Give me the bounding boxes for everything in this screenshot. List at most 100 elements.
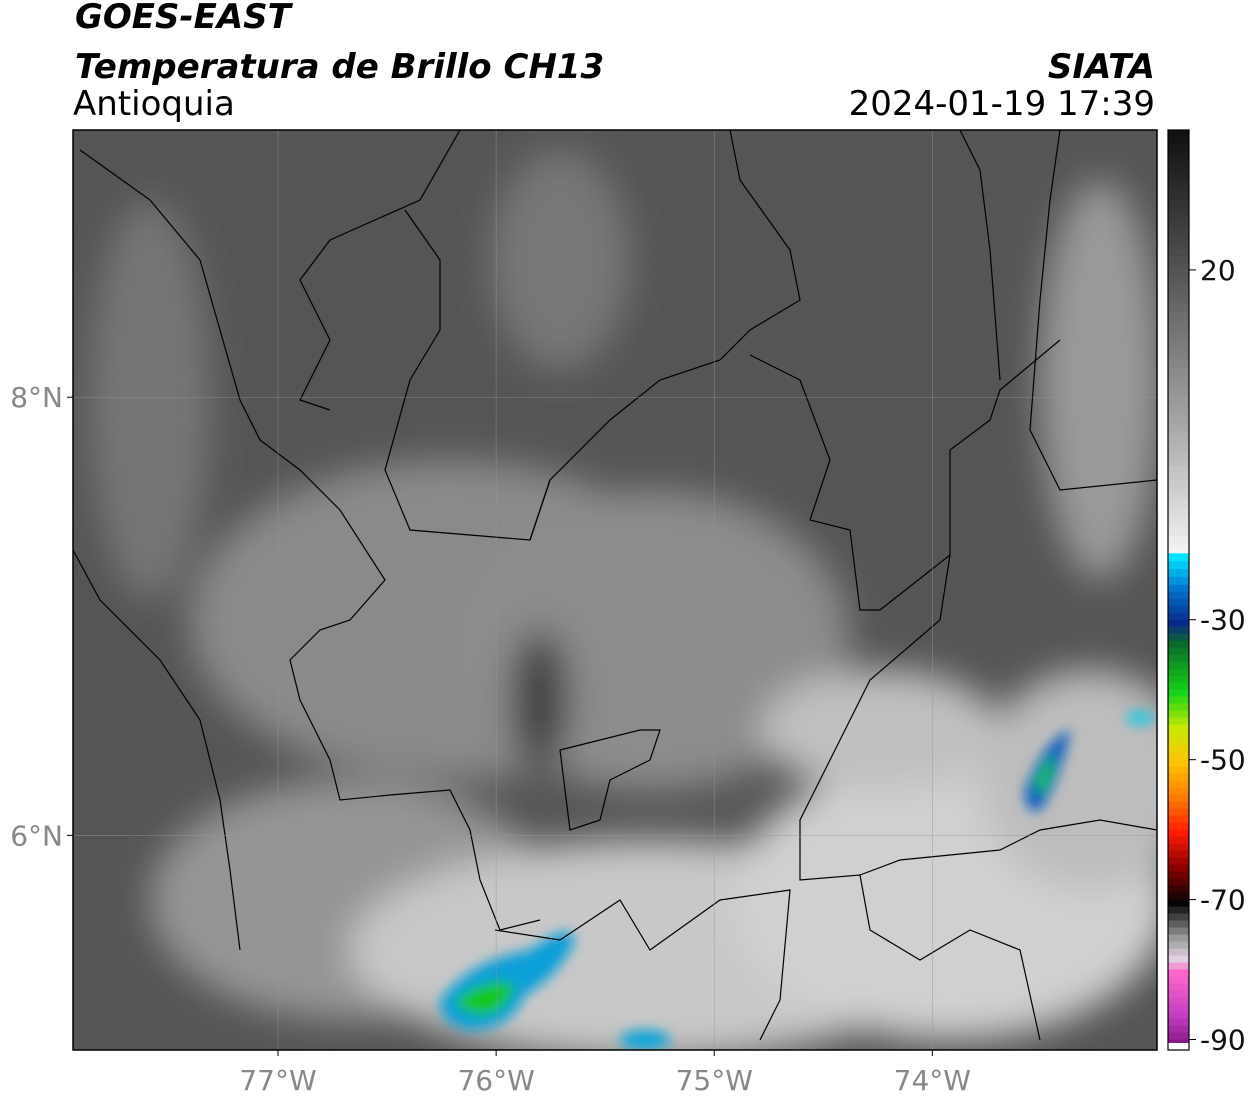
colorbar-band xyxy=(1168,171,1189,180)
boundaries xyxy=(73,130,1157,1041)
colorbar-band xyxy=(1168,738,1189,747)
colorbar-band xyxy=(1168,150,1189,159)
colorbar-band xyxy=(1168,829,1189,838)
colorbar-band xyxy=(1168,969,1189,978)
colorbar-label: 20 xyxy=(1200,254,1236,287)
lon-label: 75°W xyxy=(676,1064,753,1097)
colorbar-band xyxy=(1168,206,1189,215)
colorbar-band xyxy=(1168,164,1189,173)
colorbar-band xyxy=(1168,479,1189,488)
colorbar-band xyxy=(1168,374,1189,383)
colorbar-band xyxy=(1168,451,1189,460)
colorbar-band xyxy=(1168,500,1189,509)
colorbar-band xyxy=(1168,395,1189,404)
colorbar-band xyxy=(1168,885,1189,894)
lon-label: 76°W xyxy=(457,1064,534,1097)
colorbar-band xyxy=(1168,794,1189,803)
colorbar-band xyxy=(1168,948,1189,957)
colorbar-band xyxy=(1168,569,1189,578)
colorbar-band xyxy=(1168,507,1189,516)
colorbar-band xyxy=(1168,542,1189,551)
colorbar-band xyxy=(1168,465,1189,474)
colorbar-band xyxy=(1168,220,1189,229)
colorbar-band xyxy=(1168,675,1189,684)
colorbar-band xyxy=(1168,591,1189,600)
colorbar-band xyxy=(1168,584,1189,593)
colorbar-band xyxy=(1168,752,1189,761)
colorbar-band xyxy=(1168,535,1189,544)
colorbar-band xyxy=(1168,332,1189,341)
colorbar-band xyxy=(1168,283,1189,292)
cold-cloud-tops xyxy=(440,712,1154,1050)
colorbar-band xyxy=(1168,437,1189,446)
map-image xyxy=(73,130,1157,1050)
cloud-field xyxy=(90,150,1157,1050)
colorbar-band xyxy=(1168,724,1189,733)
graticule xyxy=(73,130,1157,1050)
colorbar-band xyxy=(1168,416,1189,425)
colorbar-band xyxy=(1168,576,1189,586)
colorbar-band xyxy=(1168,731,1189,740)
colorbar-band xyxy=(1168,561,1189,570)
colorbar-band xyxy=(1168,269,1189,278)
colorbar-band xyxy=(1168,521,1189,530)
colorbar-band xyxy=(1168,717,1189,726)
colorbar-band xyxy=(1168,178,1189,187)
colorbar-band xyxy=(1168,920,1189,929)
colorbar-band xyxy=(1168,185,1189,194)
colorbar-band xyxy=(1168,143,1189,152)
colorbar-band xyxy=(1168,612,1189,621)
colorbar-band xyxy=(1168,241,1189,250)
colorbar-band xyxy=(1168,899,1189,908)
colorbar-band xyxy=(1168,787,1189,796)
colorbar-band xyxy=(1168,388,1189,397)
colorbar-label: -50 xyxy=(1200,744,1246,777)
colorbar-band xyxy=(1168,941,1189,950)
colorbar-band xyxy=(1168,346,1189,355)
colorbar-band xyxy=(1168,549,1189,554)
colorbar-band xyxy=(1168,290,1189,299)
colorbar-band xyxy=(1168,157,1189,166)
colorbar-band xyxy=(1168,703,1189,712)
colorbar-band xyxy=(1168,696,1189,705)
colorbar-band xyxy=(1168,773,1189,782)
colorbar-band xyxy=(1168,822,1189,831)
source: SIATA xyxy=(1048,47,1155,87)
lon-label: 74°W xyxy=(894,1064,971,1097)
colorbar-band xyxy=(1168,780,1189,789)
colorbar-band xyxy=(1168,598,1189,607)
colorbar-band xyxy=(1168,311,1189,320)
colorbar-band xyxy=(1168,339,1189,348)
colorbar-band xyxy=(1168,130,1189,138)
colorbar-band xyxy=(1168,1004,1189,1013)
colorbar-band xyxy=(1168,486,1189,495)
colorbar-band xyxy=(1168,353,1189,362)
colorbar-band xyxy=(1168,402,1189,411)
colorbar-band xyxy=(1168,381,1189,390)
colorbar-band xyxy=(1168,976,1189,985)
colorbar-band xyxy=(1168,836,1189,845)
colorbar-band xyxy=(1168,850,1189,859)
colorbar-label: -30 xyxy=(1200,604,1246,637)
colorbar-band xyxy=(1168,878,1189,887)
colorbar-frame xyxy=(1167,129,1190,1051)
colorbar-band xyxy=(1168,304,1189,313)
colorbar-band xyxy=(1168,654,1189,663)
colorbar-band xyxy=(1168,528,1189,537)
colorbar-band xyxy=(1168,605,1189,614)
map-frame xyxy=(72,129,1158,1051)
subtitle: Temperatura de Brillo CH13 xyxy=(75,47,604,87)
colorbar-band xyxy=(1168,1018,1189,1027)
colorbar-band xyxy=(1168,199,1189,208)
colorbar-band xyxy=(1168,360,1189,369)
colorbar-band xyxy=(1168,766,1189,775)
colorbar-band xyxy=(1168,990,1189,999)
colorbar-band xyxy=(1168,472,1189,481)
colorbar-band xyxy=(1168,689,1189,698)
colorbar-band xyxy=(1168,367,1189,376)
colorbar-band xyxy=(1168,983,1189,992)
colorbar-band xyxy=(1168,192,1189,201)
colorbar-band xyxy=(1168,934,1189,943)
colorbar-band xyxy=(1168,633,1189,642)
colorbar-band xyxy=(1168,227,1189,236)
